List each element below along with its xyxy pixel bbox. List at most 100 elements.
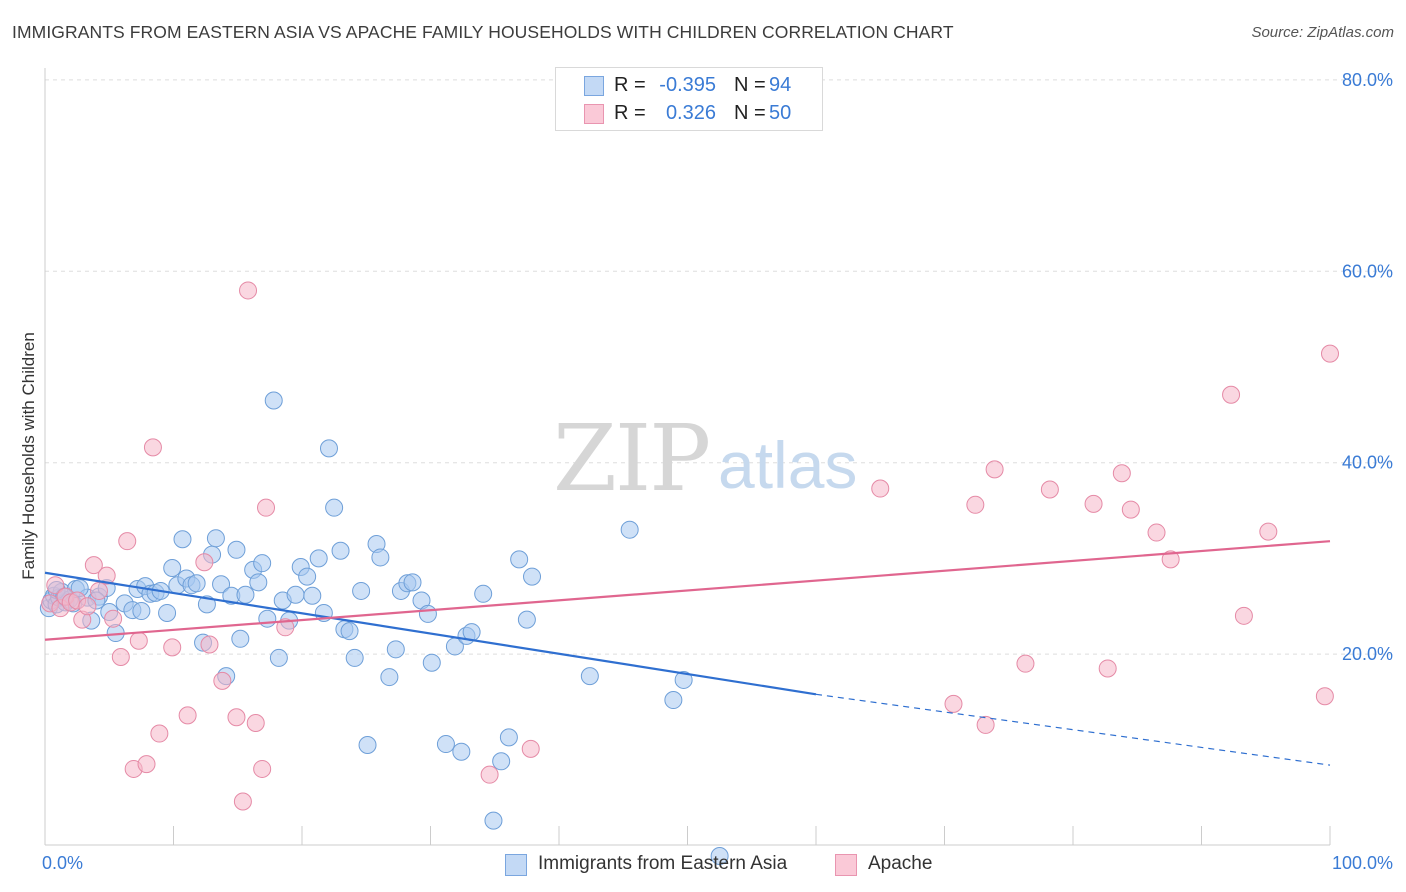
pink-point — [1222, 385, 1241, 404]
pink-point — [480, 765, 499, 784]
legend-label: Apache — [868, 853, 933, 874]
r-value: 0.326 — [665, 102, 716, 124]
blue-point — [197, 595, 216, 614]
blue-point — [249, 573, 268, 592]
blue-trend-extension — [815, 693, 1331, 766]
blue-point — [517, 610, 536, 629]
y-tick-label: 20.0% — [1342, 644, 1393, 664]
pink-point — [1084, 494, 1103, 513]
pink-point — [521, 739, 540, 758]
pink-point — [78, 597, 97, 616]
pink-swatch — [835, 854, 857, 876]
blue-point — [474, 584, 493, 603]
stats-row-pink: R = 0.326 N = 50 — [556, 99, 822, 129]
pink-point — [276, 618, 295, 637]
blue-point — [331, 541, 350, 560]
x-tick-label: 0.0% — [42, 853, 83, 873]
axes-layer — [44, 68, 1331, 846]
pink-point — [104, 609, 123, 628]
blue-point — [358, 736, 377, 755]
tick-labels-layer: 20.0% 40.0% 60.0% 80.0% 0.0% 100.0% — [42, 70, 1393, 873]
blue-trend-line — [44, 571, 817, 696]
blue-point — [206, 529, 225, 548]
pink-point — [150, 724, 169, 743]
blue-point — [345, 648, 364, 667]
blue-point — [298, 567, 317, 586]
blue-point — [436, 735, 455, 754]
pink-point — [1161, 550, 1180, 569]
stats-row-blue: R = -0.395 N = 94 — [556, 71, 822, 101]
watermark-atlas: atlas — [718, 428, 857, 502]
pink-point — [1112, 464, 1131, 483]
blue-point — [212, 575, 231, 594]
blue-point — [319, 439, 338, 458]
blue-point — [352, 581, 371, 600]
blue-point — [371, 548, 390, 567]
blue-point — [258, 609, 277, 628]
blue-point — [484, 811, 503, 830]
pink-point — [118, 532, 137, 551]
blue-point — [380, 668, 399, 687]
y-axis-label: Family Households with Children — [19, 332, 38, 580]
pink-point — [1121, 500, 1140, 519]
chart-title: IMMIGRANTS FROM EASTERN ASIA VS APACHE F… — [12, 22, 954, 42]
blue-point — [340, 622, 359, 641]
blue-point — [187, 574, 206, 593]
blue-point — [580, 667, 599, 686]
watermark: ZIP atlas — [553, 405, 857, 512]
n-value: 50 — [769, 102, 792, 124]
grid-layer — [45, 79, 1392, 655]
blue-point — [173, 530, 192, 549]
y-tick-label: 80.0% — [1342, 70, 1393, 90]
blue-point — [452, 742, 471, 761]
pink-point — [239, 281, 258, 300]
pink-point — [111, 647, 130, 666]
pink-point — [195, 553, 214, 572]
blue-point — [664, 691, 683, 710]
blue-point — [163, 558, 182, 577]
blue-point — [510, 550, 529, 569]
legend-label: Immigrants from Eastern Asia — [538, 853, 788, 874]
stats-box: R = -0.395 N = 94 R = 0.326 N = 50 — [555, 67, 823, 131]
source-label: Source: ZipAtlas.com — [1251, 24, 1394, 41]
pink-point — [966, 495, 985, 514]
blue-point — [499, 728, 518, 747]
pink-point — [944, 694, 963, 713]
blue-point — [132, 602, 151, 621]
pink-point — [257, 498, 276, 517]
n-label: N = — [734, 74, 766, 96]
blue-point — [492, 752, 511, 771]
points-layer — [39, 281, 1339, 866]
pink-point — [46, 576, 65, 595]
pink-point — [178, 706, 197, 725]
blue-point — [231, 629, 250, 648]
blue-point — [422, 653, 441, 672]
pink-point — [1040, 480, 1059, 499]
blue-point — [236, 585, 255, 604]
blue-point — [253, 554, 272, 573]
pink-point — [89, 581, 108, 600]
pink-point — [233, 792, 252, 811]
y-tick-label: 40.0% — [1342, 453, 1393, 473]
blue-point — [403, 573, 422, 592]
pink-point — [84, 556, 103, 575]
blue-point — [264, 391, 283, 410]
pink-point — [976, 715, 995, 734]
y-tick-label: 60.0% — [1342, 261, 1393, 281]
blue-point — [227, 540, 246, 559]
pink-point — [143, 438, 162, 457]
blue-point — [523, 567, 542, 586]
pink-point — [1259, 522, 1278, 541]
pink-point — [1098, 659, 1117, 678]
blue-swatch — [584, 76, 604, 96]
pink-point — [200, 635, 219, 654]
blue-point — [418, 604, 437, 623]
pink-point — [871, 479, 890, 498]
pink-point — [1147, 523, 1166, 542]
pink-point — [1321, 344, 1339, 363]
x-tick-label: 100.0% — [1332, 853, 1393, 873]
blue-point — [325, 498, 344, 517]
pink-point — [227, 708, 246, 727]
blue-point — [386, 640, 405, 659]
